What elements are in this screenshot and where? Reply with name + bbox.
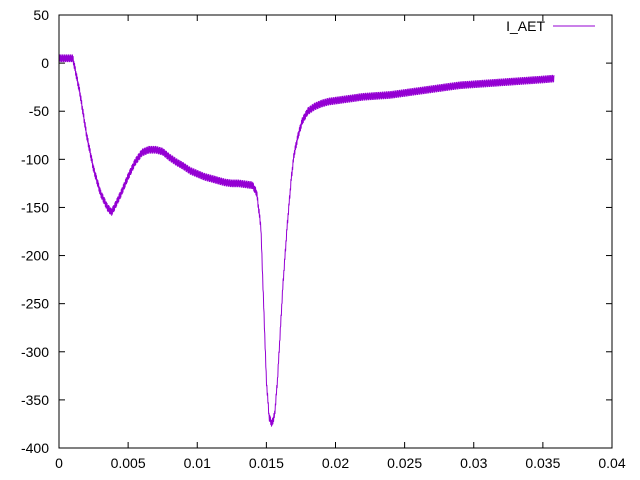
- x-tick-label: 0: [55, 455, 63, 471]
- x-tick-label: 0.005: [111, 455, 146, 471]
- y-tick-label: 50: [33, 7, 49, 23]
- y-tick-label: 0: [41, 55, 49, 71]
- y-tick-label: -50: [29, 103, 49, 119]
- x-tick-label: 0.02: [322, 455, 349, 471]
- y-tick-label: -300: [21, 344, 49, 360]
- x-tick-label: 0.04: [598, 455, 625, 471]
- y-tick-label: -250: [21, 296, 49, 312]
- x-tick-label: 0.01: [184, 455, 211, 471]
- x-tick-label: 0.03: [460, 455, 487, 471]
- x-axis: 0 0.005 0.01 0.015 0.02 0.025 0.03 0.035 0.04: [55, 15, 626, 471]
- y-tick-label: -150: [21, 199, 49, 215]
- legend: I_AET: [506, 18, 595, 34]
- x-tick-label: 0.035: [525, 455, 560, 471]
- y-axis: 50 0 -50 -100 -150 -200 -250 -300 -350 -400: [21, 7, 612, 456]
- legend-label: I_AET: [506, 18, 545, 34]
- y-tick-label: -200: [21, 248, 49, 264]
- y-tick-label: -400: [21, 440, 49, 456]
- series-traces: [58, 54, 555, 427]
- series-line-I_AET: [58, 54, 555, 427]
- y-tick-label: -350: [21, 392, 49, 408]
- x-tick-label: 0.015: [249, 455, 284, 471]
- x-tick-label: 0.025: [387, 455, 422, 471]
- y-tick-label: -100: [21, 151, 49, 167]
